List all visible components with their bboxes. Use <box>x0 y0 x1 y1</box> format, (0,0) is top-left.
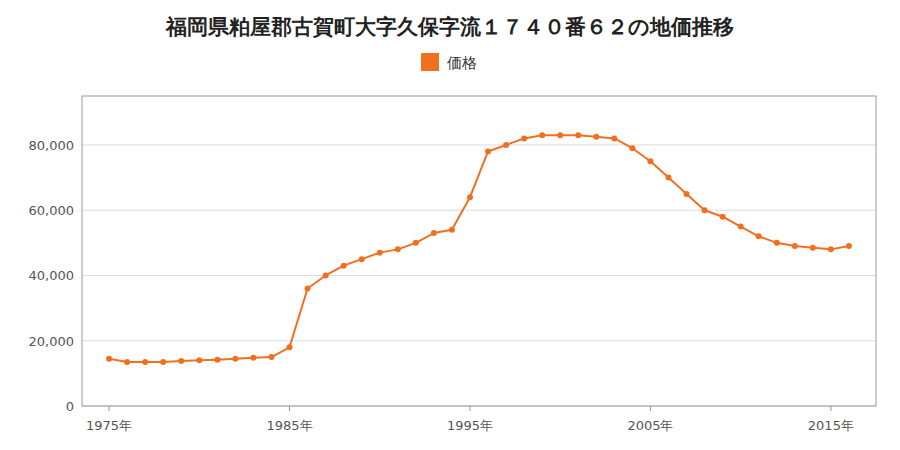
plot-frame <box>82 96 876 406</box>
data-point <box>431 230 437 236</box>
data-point <box>774 240 780 246</box>
data-point <box>575 132 581 138</box>
data-point <box>684 191 690 197</box>
data-point <box>377 250 383 256</box>
series-line <box>109 135 849 362</box>
data-point <box>846 243 852 249</box>
title: 福岡県粕屋郡古賀町大字久保字流１７４０番６２の地価推移 <box>165 15 734 39</box>
data-point <box>178 358 184 364</box>
data-point <box>629 145 635 151</box>
data-point <box>106 356 112 362</box>
x-tick <box>830 406 831 411</box>
x-tick-label: 1985年 <box>266 418 312 433</box>
data-point <box>503 142 509 148</box>
y-tick-label: 20,000 <box>29 334 75 349</box>
data-point <box>810 245 816 251</box>
grid-line <box>82 275 876 276</box>
data-point <box>647 158 653 164</box>
data-point <box>756 233 762 239</box>
data-group <box>106 132 852 365</box>
data-point <box>449 227 455 233</box>
chart-svg: 福岡県粕屋郡古賀町大字久保字流１７４０番６２の地価推移価格 0 20,000 40,0… <box>0 0 900 450</box>
y-tick-label: 0 <box>66 399 74 414</box>
chart-container: 福岡県粕屋郡古賀町大字久保字流１７４０番６２の地価推移価格 0 20,000 40,0… <box>0 0 900 450</box>
data-point <box>305 286 311 292</box>
x-tick-label: 2005年 <box>627 418 673 433</box>
data-point <box>593 134 599 140</box>
background <box>0 0 900 450</box>
data-point <box>665 175 671 181</box>
grid-line <box>82 340 876 341</box>
data-point <box>196 357 202 363</box>
data-point <box>395 246 401 252</box>
data-point <box>521 135 527 141</box>
data-point <box>702 207 708 213</box>
data-point <box>287 344 293 350</box>
data-point <box>268 354 274 360</box>
data-point <box>214 357 220 363</box>
legend-swatch <box>421 53 439 71</box>
data-point <box>160 359 166 365</box>
grid-line <box>82 144 876 145</box>
y-tick-label: 60,000 <box>29 203 75 218</box>
data-point <box>232 356 238 362</box>
grid-line <box>82 210 876 211</box>
data-point <box>359 256 365 262</box>
x-tick <box>289 406 290 411</box>
data-point <box>611 135 617 141</box>
x-tick-label: 2015年 <box>808 418 854 433</box>
y-tick-label: 40,000 <box>29 268 75 283</box>
data-point <box>738 224 744 230</box>
legend-label: 価格 <box>447 54 477 72</box>
data-point <box>467 194 473 200</box>
data-point <box>124 359 130 365</box>
x-tick-label: 1975年 <box>86 418 132 433</box>
legend: 価格 <box>421 53 477 72</box>
x-tick <box>469 406 470 411</box>
x-tick <box>109 406 110 411</box>
data-point <box>485 148 491 154</box>
data-point <box>557 132 563 138</box>
data-point <box>720 214 726 220</box>
data-point <box>828 246 834 252</box>
data-point <box>250 355 256 361</box>
x-tick-label: 1995年 <box>447 418 493 433</box>
y-tick-label: 80,000 <box>29 138 75 153</box>
data-point <box>142 359 148 365</box>
data-point <box>792 243 798 249</box>
x-tick <box>650 406 651 411</box>
data-point <box>341 263 347 269</box>
data-point <box>323 272 329 278</box>
axes: 0 20,000 40,000 60,000 80,000 1975年 1985年 1995年… <box>29 96 877 433</box>
data-point <box>413 240 419 246</box>
data-point <box>539 132 545 138</box>
